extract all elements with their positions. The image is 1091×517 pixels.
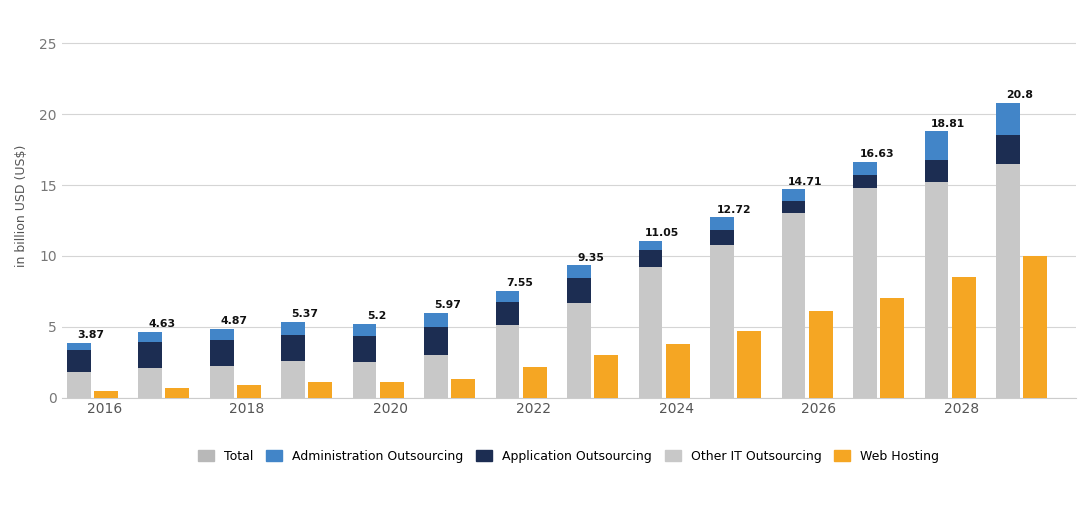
Bar	[996, 164, 1020, 398]
Bar	[523, 367, 547, 398]
Bar	[781, 189, 805, 201]
Bar	[209, 329, 233, 340]
Bar	[281, 361, 305, 398]
Bar	[710, 231, 734, 245]
Bar	[996, 103, 1020, 135]
Bar	[67, 343, 91, 350]
Bar	[567, 265, 591, 278]
Text: 5.37: 5.37	[291, 309, 319, 319]
Bar	[352, 362, 376, 398]
Text: 5.2: 5.2	[367, 311, 386, 322]
Text: 18.81: 18.81	[932, 118, 966, 129]
Bar	[951, 277, 975, 398]
Bar	[281, 334, 305, 361]
Bar	[166, 388, 189, 398]
Bar	[638, 241, 662, 250]
Bar	[424, 313, 448, 327]
Bar	[853, 188, 877, 398]
Bar	[666, 344, 690, 398]
Text: 3.87: 3.87	[77, 330, 104, 340]
Bar	[495, 291, 519, 302]
Bar	[209, 367, 233, 398]
Bar	[209, 340, 233, 367]
Bar	[67, 372, 91, 398]
Bar	[996, 135, 1020, 164]
Bar	[452, 379, 476, 398]
Bar	[924, 182, 948, 398]
Bar	[638, 250, 662, 267]
Text: 7.55: 7.55	[506, 278, 532, 288]
Bar	[781, 214, 805, 398]
Bar	[139, 368, 163, 398]
Bar	[352, 324, 376, 336]
Text: 4.63: 4.63	[148, 320, 176, 329]
Text: 16.63: 16.63	[860, 149, 895, 159]
Bar	[94, 390, 118, 398]
Bar	[853, 175, 877, 188]
Text: 4.87: 4.87	[220, 316, 247, 326]
Bar	[638, 267, 662, 398]
Text: 14.71: 14.71	[788, 177, 823, 187]
Bar	[495, 325, 519, 398]
Bar	[710, 245, 734, 398]
Y-axis label: in billion USD (US$): in billion USD (US$)	[15, 145, 28, 267]
Text: 20.8: 20.8	[1006, 90, 1033, 100]
Bar	[1023, 256, 1047, 398]
Bar	[924, 131, 948, 160]
Bar	[567, 302, 591, 398]
Bar	[880, 298, 904, 398]
Bar	[495, 302, 519, 325]
Text: 12.72: 12.72	[717, 205, 752, 215]
Bar	[139, 332, 163, 342]
Bar	[352, 336, 376, 362]
Bar	[853, 162, 877, 175]
Bar	[781, 201, 805, 214]
Bar	[139, 342, 163, 368]
Text: 9.35: 9.35	[577, 253, 604, 263]
Bar	[237, 385, 261, 398]
Bar	[710, 217, 734, 231]
Bar	[380, 382, 404, 398]
Bar	[595, 355, 619, 398]
Bar	[808, 311, 832, 398]
Bar	[424, 355, 448, 398]
Text: 11.05: 11.05	[645, 229, 680, 238]
Text: 5.97: 5.97	[434, 300, 461, 311]
Bar	[924, 160, 948, 182]
Bar	[424, 327, 448, 355]
Bar	[281, 322, 305, 334]
Bar	[309, 382, 333, 398]
Bar	[567, 278, 591, 302]
Bar	[67, 350, 91, 372]
Legend: Total, Administration Outsourcing, Application Outsourcing, Other IT Outsourcing: Total, Administration Outsourcing, Appli…	[193, 445, 945, 468]
Bar	[738, 331, 762, 398]
